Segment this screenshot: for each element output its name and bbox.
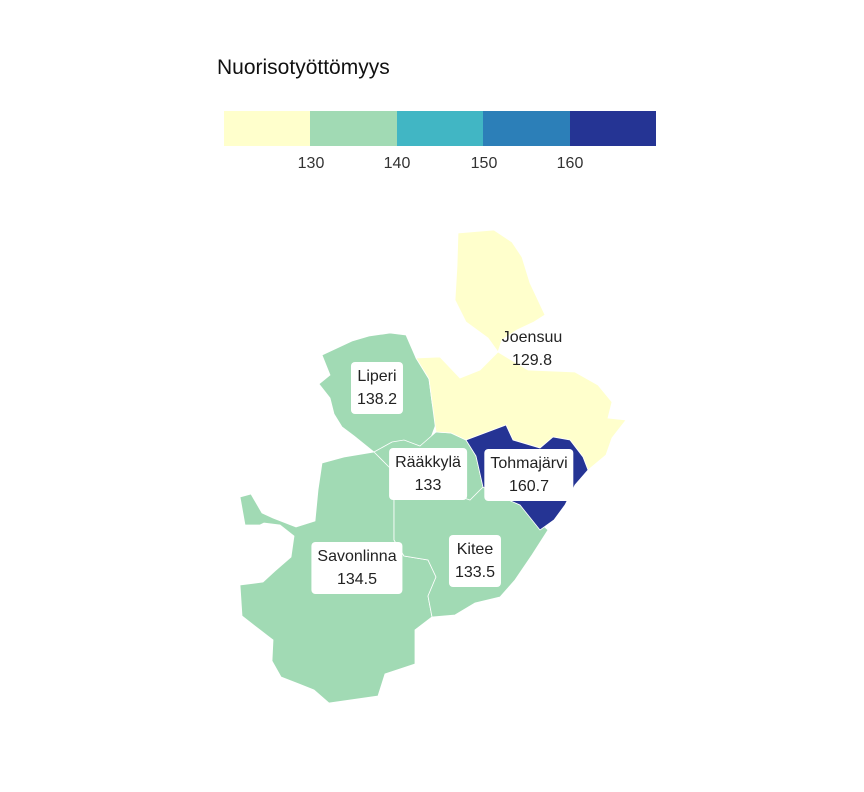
region-label-joensuu: Joensuu 129.8 xyxy=(496,323,569,375)
legend-title: Nuorisotyöttömyys xyxy=(217,56,390,79)
color-legend xyxy=(224,111,656,146)
region-value: 133 xyxy=(414,477,442,494)
region-name: Joensuu xyxy=(501,329,563,346)
legend-swatch-5 xyxy=(569,111,656,146)
region-value: 134.5 xyxy=(336,571,378,588)
region-value: 138.2 xyxy=(356,391,398,408)
region-label-savonlinna: Savonlinna 134.5 xyxy=(311,542,403,594)
legend-swatch-3 xyxy=(396,111,484,146)
legend-tick: 130 xyxy=(297,155,325,172)
region-label-raakkyla: Rääkkylä 133 xyxy=(389,448,467,500)
region-label-tohmajarvi: Tohmajärvi 160.7 xyxy=(484,449,574,501)
legend-tick: 160 xyxy=(556,155,584,172)
legend-tick: 140 xyxy=(383,155,411,172)
region-name: Savonlinna xyxy=(317,548,397,565)
region-name: Liperi xyxy=(357,368,397,385)
region-label-kitee: Kitee 133.5 xyxy=(448,535,502,587)
legend-swatch-2 xyxy=(310,111,397,146)
region-value: 133.5 xyxy=(454,564,496,581)
legend-tick: 150 xyxy=(470,155,498,172)
region-value: 160.7 xyxy=(508,478,550,495)
legend-swatch-4 xyxy=(483,111,570,146)
region-name: Rääkkylä xyxy=(395,454,461,471)
region-name: Kitee xyxy=(456,541,494,558)
region-name: Tohmajärvi xyxy=(490,455,568,472)
legend-swatch-1 xyxy=(224,111,311,146)
region-value: 129.8 xyxy=(511,352,553,369)
region-label-liperi: Liperi 138.2 xyxy=(350,362,404,414)
